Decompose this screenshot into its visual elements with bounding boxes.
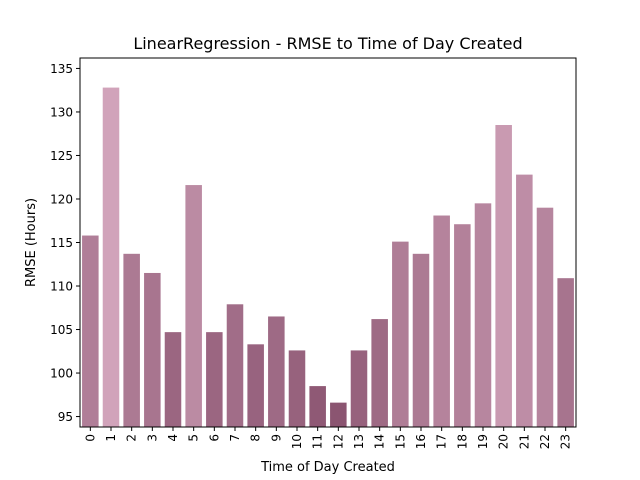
- y-tick-label: 95: [58, 410, 73, 424]
- bar-9: [268, 316, 285, 427]
- x-tick-label: 7: [228, 434, 242, 442]
- x-tick-label: 15: [393, 434, 407, 449]
- x-tick-label: 14: [373, 434, 387, 449]
- y-tick-label: 135: [50, 62, 73, 76]
- bar-7: [226, 304, 244, 427]
- x-tick-label: 4: [166, 434, 180, 442]
- bar-15: [392, 241, 409, 427]
- y-tick-label: 100: [50, 367, 73, 381]
- bar-0: [82, 235, 99, 427]
- bar-1: [102, 87, 120, 427]
- bar-3: [144, 272, 161, 427]
- x-tick-label: 12: [331, 434, 345, 449]
- x-tick-label: 21: [517, 434, 531, 449]
- y-axis: 95 100 105 110 115 120 125 130 135: [50, 62, 80, 424]
- bars-layer: [82, 87, 574, 427]
- bar-14: [371, 319, 388, 427]
- bar-10: [288, 350, 306, 427]
- x-tick-label: 23: [559, 434, 573, 449]
- y-tick-label: 120: [50, 192, 73, 206]
- x-tick-label: 19: [476, 434, 490, 449]
- bar-13: [350, 350, 368, 427]
- bar-16: [412, 253, 430, 427]
- y-tick-label: 125: [50, 149, 73, 163]
- x-tick-label: 0: [83, 434, 97, 442]
- y-tick-label: 105: [50, 323, 73, 337]
- x-axis-title: Time of Day Created: [260, 460, 395, 475]
- bar-4: [164, 332, 182, 427]
- y-axis-title: RMSE (Hours): [24, 198, 39, 287]
- plot-frame: [79, 57, 577, 428]
- bar-19: [474, 203, 492, 427]
- bar-18: [454, 224, 471, 427]
- x-tick-label: 3: [145, 434, 159, 442]
- bar-6: [206, 332, 223, 427]
- bar-2: [123, 253, 140, 427]
- x-tick-label: 11: [311, 434, 325, 449]
- x-tick-label: 5: [187, 434, 201, 442]
- bar-17: [433, 215, 450, 427]
- x-tick-label: 17: [435, 434, 449, 449]
- chart-title: LinearRegression - RMSE to Time of Day C…: [133, 34, 522, 53]
- bar-12: [330, 402, 347, 427]
- x-tick-label: 20: [497, 434, 511, 449]
- x-tick-label: 10: [290, 434, 304, 449]
- bar-20: [495, 125, 512, 427]
- x-tick-label: 16: [414, 434, 428, 449]
- x-tick-label: 1: [104, 434, 118, 442]
- bar-23: [557, 278, 574, 427]
- x-axis: 0 1 2 3 4 5 6 7 8 9 10 11 12 13 14 15 16 17 18 19 20 21 22 23: [83, 427, 573, 449]
- x-tick-label: 13: [352, 434, 366, 449]
- x-tick-label: 2: [125, 434, 139, 442]
- bar-8: [247, 344, 264, 427]
- y-tick-label: 130: [50, 105, 73, 119]
- bar-5: [185, 185, 202, 427]
- x-tick-label: 8: [249, 434, 263, 442]
- x-tick-label: 22: [538, 434, 552, 449]
- bar-11: [309, 386, 326, 427]
- y-tick-label: 115: [50, 236, 73, 250]
- bar-21: [516, 174, 533, 427]
- x-tick-label: 9: [269, 434, 283, 442]
- x-tick-label: 18: [455, 434, 469, 449]
- y-tick-label: 110: [50, 280, 73, 294]
- x-tick-label: 6: [207, 434, 221, 442]
- bar-22: [536, 207, 554, 427]
